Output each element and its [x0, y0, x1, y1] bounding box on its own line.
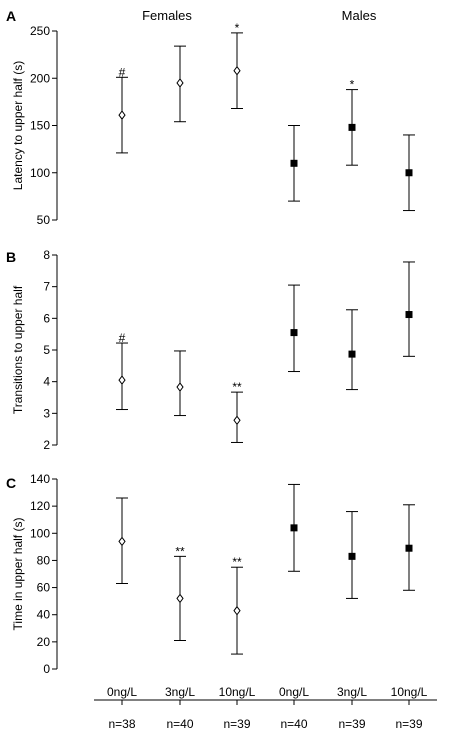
- significance-marker: **: [232, 380, 242, 394]
- x-axis: 0ng/L n=38 3ng/L n=40 10ng/L n=39 0ng/L n=40 3ng…: [94, 685, 437, 731]
- y-tick-label: 5: [43, 343, 50, 357]
- data-point-diamond: [233, 415, 241, 426]
- y-tick-label: 7: [43, 280, 50, 294]
- significance-marker: #: [119, 65, 126, 79]
- group-title-males: Males: [342, 8, 377, 23]
- n-label: n=39: [223, 717, 250, 731]
- y-tick-label: 0: [43, 662, 50, 676]
- x-tick-label: 10ng/L: [219, 685, 256, 699]
- data-point-diamond: [118, 375, 126, 385]
- y-axis-title: Latency to upper half (s): [11, 61, 25, 190]
- data-point-square: [348, 350, 356, 358]
- group-titles: Females Males: [142, 8, 377, 23]
- y-tick-label: 3: [43, 406, 50, 420]
- panel-c: C 0 20 40 60 80 100 120 140 Time in upper half (s…: [6, 472, 415, 676]
- y-tick-label: 60: [37, 581, 51, 595]
- data-point-square: [405, 169, 413, 177]
- y-tick-label: 4: [43, 375, 50, 389]
- data-point-diamond: [176, 382, 184, 392]
- x-tick-label: 3ng/L: [337, 685, 367, 699]
- data-point-square: [290, 159, 298, 167]
- y-tick-label: 50: [37, 213, 51, 227]
- x-tick-label: 0ng/L: [279, 685, 309, 699]
- data-point-diamond: [118, 110, 126, 120]
- panel-b: B 2 3 4 5 6 7 8 Transitions to upper half # **: [6, 248, 415, 452]
- y-tick-label: 150: [30, 119, 50, 133]
- x-tick-label: 0ng/L: [107, 685, 137, 699]
- panel-letter: B: [6, 249, 16, 265]
- y-tick-label: 8: [43, 248, 50, 262]
- y-tick-label: 200: [30, 71, 50, 85]
- y-axis-title: Time in upper half (s): [11, 518, 25, 631]
- group-title-females: Females: [142, 8, 192, 23]
- y-tick-label: 100: [30, 166, 50, 180]
- significance-marker: **: [232, 555, 242, 569]
- y-tick-label: 120: [30, 499, 50, 513]
- data-point-square: [405, 311, 413, 319]
- n-label: n=39: [395, 717, 422, 731]
- significance-marker: *: [235, 21, 240, 35]
- x-tick-label: 10ng/L: [391, 685, 428, 699]
- y-tick-label: 250: [30, 24, 50, 38]
- data-point-diamond: [118, 536, 126, 547]
- data-point-square: [405, 544, 413, 552]
- y-tick-label: 40: [37, 608, 51, 622]
- n-label: n=40: [166, 717, 193, 731]
- n-label: n=38: [108, 717, 135, 731]
- y-tick-label: 20: [37, 635, 51, 649]
- panel-letter: A: [6, 8, 16, 24]
- y-tick-label: 140: [30, 472, 50, 486]
- significance-marker: **: [175, 544, 185, 558]
- y-tick-label: 6: [43, 311, 50, 325]
- data-point-diamond: [233, 65, 241, 76]
- data-point-diamond: [233, 605, 241, 616]
- panel-letter: C: [6, 475, 16, 491]
- y-tick-label: 80: [37, 553, 51, 567]
- x-tick-label: 3ng/L: [165, 685, 195, 699]
- data-point-square: [290, 329, 298, 337]
- y-axis-title: Transitions to upper half: [11, 285, 25, 414]
- n-label: n=40: [280, 717, 307, 731]
- data-point-square: [348, 123, 356, 131]
- data-point-diamond: [176, 593, 184, 604]
- panel-a: A 50 100 150 200 250 Latency to upper half (s)…: [6, 8, 415, 227]
- y-tick-label: 100: [30, 526, 50, 540]
- data-point-diamond: [176, 78, 184, 88]
- significance-marker: *: [350, 78, 355, 92]
- y-tick-label: 2: [43, 438, 50, 452]
- significance-marker: #: [119, 331, 126, 345]
- data-point-square: [348, 552, 356, 560]
- data-point-square: [290, 524, 298, 532]
- n-label: n=39: [338, 717, 365, 731]
